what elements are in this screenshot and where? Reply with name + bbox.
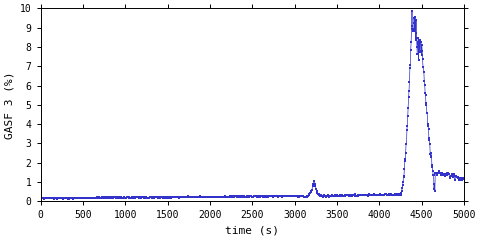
X-axis label: time (s): time (s) xyxy=(225,226,279,236)
Y-axis label: GASF 3 (%): GASF 3 (%) xyxy=(4,71,14,138)
